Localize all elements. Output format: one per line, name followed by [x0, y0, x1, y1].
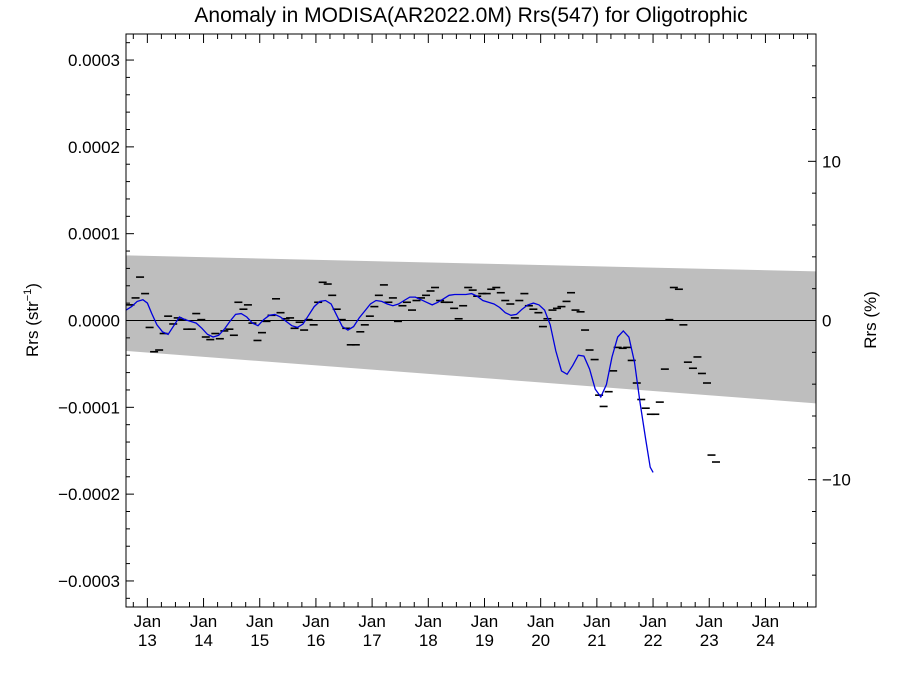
x-tick-label-month: Jan: [134, 612, 161, 631]
y-axis-label: Rrs (str−1): [22, 283, 42, 357]
y2-tick-label: 0: [822, 312, 831, 331]
x-tick-label-year: 17: [363, 631, 382, 650]
y-tick-label: 0.0003: [68, 51, 120, 70]
x-tick-label-year: 16: [306, 631, 325, 650]
x-tick-label-month: Jan: [583, 612, 610, 631]
x-tick-label-month: Jan: [246, 612, 273, 631]
x-tick-label-year: 21: [587, 631, 606, 650]
x-tick-label-month: Jan: [752, 612, 779, 631]
y2-tick-label: 10: [822, 152, 841, 171]
x-tick-label-month: Jan: [527, 612, 554, 631]
x-tick-label-year: 13: [138, 631, 157, 650]
x-tick-label-year: 22: [644, 631, 663, 650]
x-tick-label-year: 18: [419, 631, 438, 650]
x-tick-label-month: Jan: [358, 612, 385, 631]
x-tick-label-year: 24: [756, 631, 775, 650]
x-tick-label-year: 15: [250, 631, 269, 650]
confidence-band: [126, 255, 816, 404]
smoothed-line: [126, 292, 654, 473]
x-tick-label-month: Jan: [415, 612, 442, 631]
x-tick-label-month: Jan: [190, 612, 217, 631]
x-tick-label-year: 20: [531, 631, 550, 650]
y-tick-label: 0.0002: [68, 138, 120, 157]
x-tick-label-month: Jan: [302, 612, 329, 631]
y-tick-label: 0.0001: [68, 225, 120, 244]
y-tick-label: −0.0003: [58, 572, 120, 591]
y-tick-label: −0.0001: [58, 398, 120, 417]
x-tick-label-year: 23: [700, 631, 719, 650]
x-tick-label-month: Jan: [696, 612, 723, 631]
x-tick-label-year: 19: [475, 631, 494, 650]
x-tick-label-year: 14: [194, 631, 213, 650]
y2-axis-label: Rrs (%): [861, 291, 880, 349]
y2-tick-label: −10: [822, 471, 851, 490]
chart-title: Anomaly in MODISA(AR2022.0M) Rrs(547) fo…: [194, 4, 747, 27]
y-tick-label: 0.0000: [68, 312, 120, 331]
x-tick-label-month: Jan: [471, 612, 498, 631]
x-tick-label-month: Jan: [639, 612, 666, 631]
y-tick-label: −0.0002: [58, 485, 120, 504]
